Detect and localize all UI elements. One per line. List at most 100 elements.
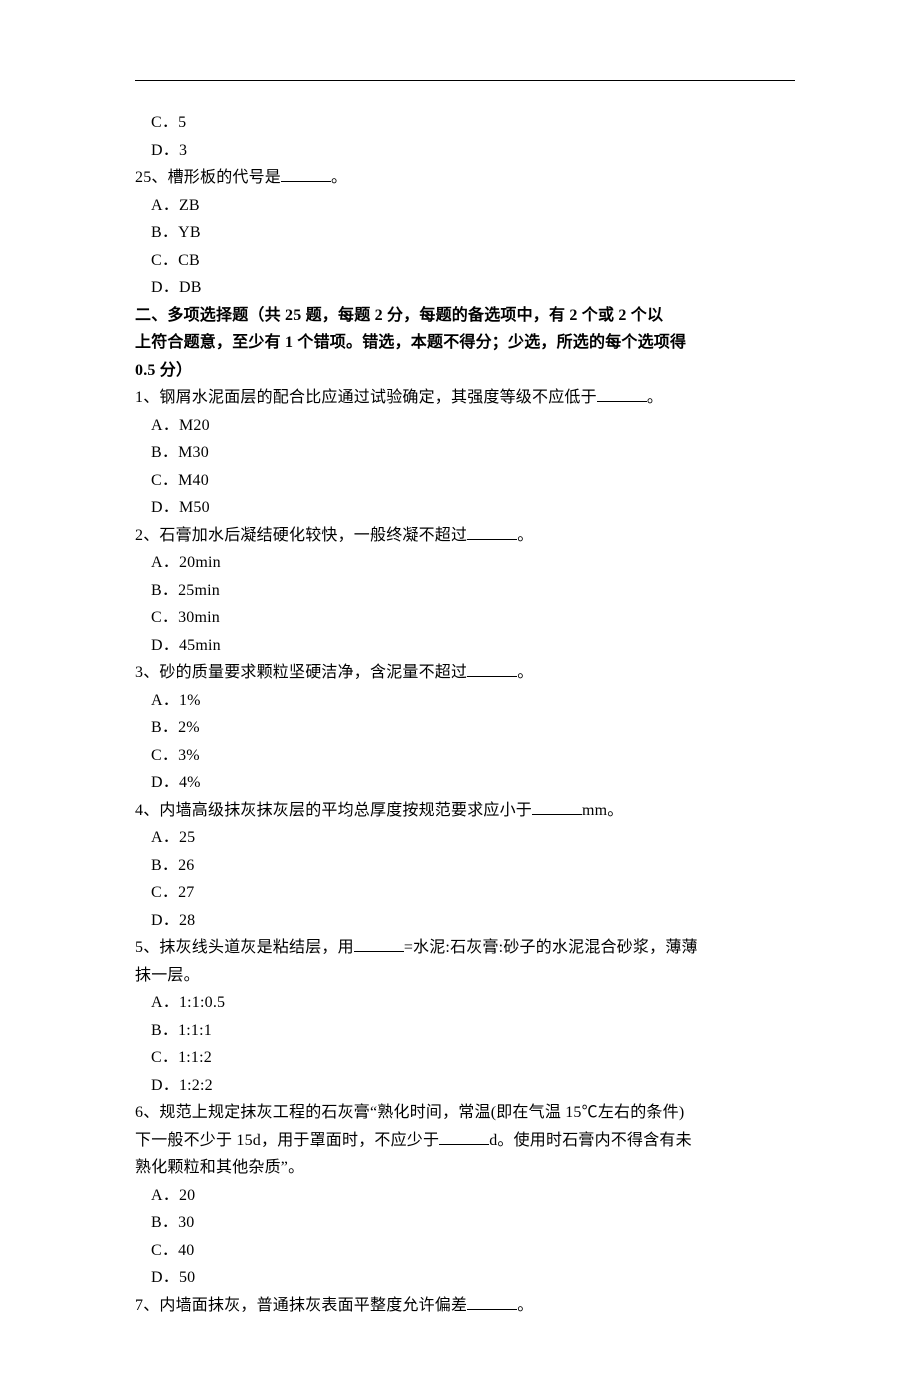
q25-option-d: D．DB (135, 274, 795, 302)
mcq3-option-d: D．4% (135, 769, 795, 797)
option-text: C．27 (151, 884, 194, 901)
stem-prefix: 3、砂的质量要求颗粒坚硬洁净，含泥量不超过 (135, 664, 467, 681)
blank (354, 936, 404, 952)
mcq6-option-a: A．20 (135, 1182, 795, 1210)
mcq6-option-c: C．40 (135, 1237, 795, 1265)
option-text: D．4% (151, 774, 201, 791)
option-text: A．1% (151, 692, 201, 709)
mcq5-option-a: A．1:1:0.5 (135, 989, 795, 1017)
blank (467, 661, 517, 677)
mcq5-option-c: C．1:1:2 (135, 1044, 795, 1072)
mcq6-option-d: D．50 (135, 1264, 795, 1292)
option-text: A．M20 (151, 417, 210, 434)
option-text: B．25min (151, 582, 220, 599)
mcq6-option-b: B．30 (135, 1209, 795, 1237)
blank (439, 1128, 489, 1144)
mcq5-stem-line1: 5、抹灰线头道灰是粘结层，用 =水泥:石灰膏:砂子的水泥混合砂浆，薄薄 (135, 934, 795, 962)
option-text: A．1:1:0.5 (151, 994, 225, 1011)
option-text: B．2% (151, 719, 200, 736)
mcq4-stem: 4、内墙高级抹灰抹灰层的平均总厚度按规范要求应小于 mm。 (135, 797, 795, 825)
stem-suffix: 。 (517, 664, 533, 681)
stem-l2-suffix: d。使用时石膏内不得含有未 (489, 1132, 692, 1149)
blank (597, 386, 647, 402)
mcq2-option-a: A．20min (135, 549, 795, 577)
q25-option-b: B．YB (135, 219, 795, 247)
mcq3-stem: 3、砂的质量要求颗粒坚硬洁净，含泥量不超过 。 (135, 659, 795, 687)
mcq3-option-a: A．1% (135, 687, 795, 715)
stem-suffix: 。 (517, 527, 533, 544)
option-text: A．ZB (151, 197, 200, 214)
stem-suffix: =水泥:石灰膏:砂子的水泥混合砂浆，薄薄 (404, 939, 698, 956)
stem-suffix: mm。 (582, 802, 624, 819)
q24-option-d: D．3 (135, 137, 795, 165)
mcq3-option-c: C．3% (135, 742, 795, 770)
option-text: B．26 (151, 857, 194, 874)
mcq5-option-b: B．1:1:1 (135, 1017, 795, 1045)
blank (281, 166, 331, 182)
mcq4-option-c: C．27 (135, 879, 795, 907)
mcq1-stem: 1、钢屑水泥面层的配合比应通过试验确定，其强度等级不应低于 。 (135, 384, 795, 412)
option-text: B．1:1:1 (151, 1022, 212, 1039)
mcq1-option-c: C．M40 (135, 467, 795, 495)
option-text: D．3 (151, 142, 187, 159)
stem-prefix: 1、钢屑水泥面层的配合比应通过试验确定，其强度等级不应低于 (135, 389, 597, 406)
mcq1-option-a: A．M20 (135, 412, 795, 440)
option-text: D．50 (151, 1269, 195, 1286)
option-text: C．1:1:2 (151, 1049, 212, 1066)
stem-suffix: 。 (647, 389, 663, 406)
mcq2-option-d: D．45min (135, 632, 795, 660)
q25-option-a: A．ZB (135, 192, 795, 220)
option-text: C．M40 (151, 472, 209, 489)
document-page: C．5 D．3 25、槽形板的代号是。 A．ZB B．YB C．CB D．DB … (0, 0, 920, 1399)
option-text: B．YB (151, 224, 201, 241)
stem-prefix: 5、抹灰线头道灰是粘结层，用 (135, 939, 354, 956)
stem-prefix: 25、槽形板的代号是 (135, 169, 281, 186)
option-text: B．M30 (151, 444, 209, 461)
option-text: C．CB (151, 252, 200, 269)
mcq1-option-b: B．M30 (135, 439, 795, 467)
option-text: B．30 (151, 1214, 194, 1231)
mcq6-stem-line1: 6、规范上规定抹灰工程的石灰膏“熟化时间，常温(即在气温 15℃左右的条件) (135, 1099, 795, 1127)
q25-stem: 25、槽形板的代号是 。 (135, 164, 795, 192)
option-text: D．45min (151, 637, 221, 654)
mcq4-option-d: D．28 (135, 907, 795, 935)
mcq2-option-b: B．25min (135, 577, 795, 605)
q25-option-c: C．CB (135, 247, 795, 275)
mcq2-option-c: C．30min (135, 604, 795, 632)
mcq7-stem: 7、内墙面抹灰，普通抹灰表面平整度允许偏差 。 (135, 1292, 795, 1320)
blank (467, 1293, 517, 1309)
stem-prefix: 4、内墙高级抹灰抹灰层的平均总厚度按规范要求应小于 (135, 802, 532, 819)
mcq1-option-d: D．M50 (135, 494, 795, 522)
option-text: D．M50 (151, 499, 210, 516)
stem-l2-prefix: 下一般不少于 15d，用于罩面时，不应少于 (135, 1132, 439, 1149)
stem-suffix: 。 (331, 169, 347, 186)
stem-prefix: 2、石膏加水后凝结硬化较快，一般终凝不超过 (135, 527, 467, 544)
blank (467, 523, 517, 539)
section2-heading-line3: 0.5 分） (135, 357, 795, 385)
top-horizontal-rule (135, 80, 795, 81)
section2-heading-line1: 二、多项选择题（共 25 题，每题 2 分，每题的备选项中，有 2 个或 2 个… (135, 302, 795, 330)
option-text: D．1:2:2 (151, 1077, 213, 1094)
blank (532, 798, 582, 814)
mcq6-stem-line2: 下一般不少于 15d，用于罩面时，不应少于 d。使用时石膏内不得含有未 (135, 1127, 795, 1155)
mcq5-option-d: D．1:2:2 (135, 1072, 795, 1100)
option-text: D．DB (151, 279, 202, 296)
mcq6-stem-line3: 熟化颗粒和其他杂质”。 (135, 1154, 795, 1182)
mcq4-option-b: B．26 (135, 852, 795, 880)
stem-suffix: 。 (517, 1297, 533, 1314)
option-text: C．3% (151, 747, 200, 764)
option-text: A．25 (151, 829, 195, 846)
mcq4-option-a: A．25 (135, 824, 795, 852)
option-text: D．28 (151, 912, 195, 929)
option-text: C．40 (151, 1242, 194, 1259)
mcq5-stem-line2: 抹一层。 (135, 962, 795, 990)
q24-option-c: C．5 (135, 109, 795, 137)
section2-heading-line2: 上符合题意，至少有 1 个错项。错选，本题不得分；少选，所选的每个选项得 (135, 329, 795, 357)
option-text: C．5 (151, 114, 186, 131)
option-text: A．20min (151, 554, 221, 571)
option-text: A．20 (151, 1187, 195, 1204)
option-text: C．30min (151, 609, 220, 626)
stem-prefix: 7、内墙面抹灰，普通抹灰表面平整度允许偏差 (135, 1297, 467, 1314)
mcq3-option-b: B．2% (135, 714, 795, 742)
mcq2-stem: 2、石膏加水后凝结硬化较快，一般终凝不超过 。 (135, 522, 795, 550)
